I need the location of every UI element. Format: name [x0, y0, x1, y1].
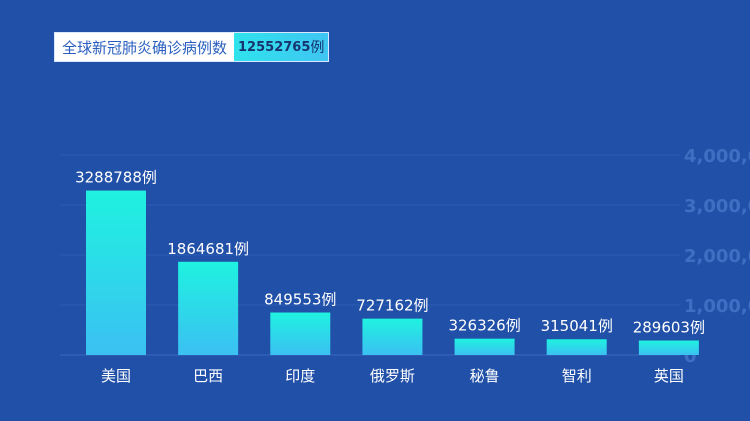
bar-value-label: 849553例	[264, 291, 336, 309]
category-label: 印度	[285, 367, 315, 385]
bar	[454, 338, 515, 355]
category-label: 美国	[101, 367, 131, 385]
bar	[270, 312, 331, 355]
bar	[178, 261, 239, 355]
total-cases-box: 全球新冠肺炎确诊病例数 12552765 例	[54, 32, 330, 62]
total-cases-title: 全球新冠肺炎确诊病例数	[55, 33, 235, 61]
total-cases-value: 12552765	[238, 39, 311, 55]
y-tick-label: 3,000,000	[684, 196, 750, 217]
bar-value-label: 1864681例	[167, 240, 249, 258]
bar-value-label: 315041例	[541, 317, 613, 335]
total-cases-value-box: 12552765 例	[234, 33, 329, 61]
bar-value-label: 3288788例	[75, 169, 157, 187]
y-tick-label: 1,000,000	[684, 296, 750, 317]
y-tick-label: 4,000,000	[684, 146, 750, 167]
total-cases-unit: 例	[310, 40, 325, 56]
category-label: 秘鲁	[470, 367, 500, 385]
y-tick-label: 2,000,000	[684, 246, 750, 267]
category-labels: 美国 巴西 印度 俄罗斯 秘鲁 智利 英国	[101, 367, 684, 385]
bar-value-label: 289603例	[633, 319, 705, 337]
bar-value-label: 326326例	[448, 317, 520, 335]
bar	[86, 190, 146, 355]
bar	[638, 340, 699, 355]
category-label: 智利	[562, 367, 592, 385]
bar-value-labels: 3288788例 1864681例 849553例 727162例 326326例 315…	[75, 169, 705, 337]
bar	[362, 318, 423, 355]
bar	[546, 339, 607, 355]
bars	[86, 190, 699, 355]
y-axis-ticks: 01,000,0002,000,0003,000,0004,000,000	[684, 146, 750, 367]
category-label: 俄罗斯	[370, 367, 415, 385]
category-label: 英国	[654, 367, 684, 385]
category-label: 巴西	[193, 367, 223, 385]
bar-value-label: 727162例	[356, 297, 428, 315]
